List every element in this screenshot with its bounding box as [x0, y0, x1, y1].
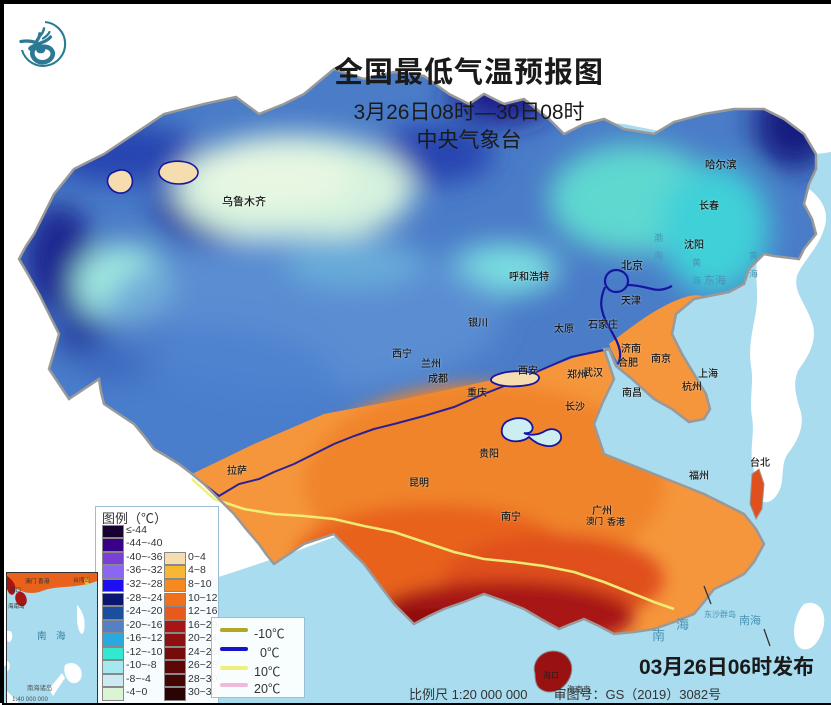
svg-text:东沙群岛: 东沙群岛: [704, 609, 736, 620]
svg-text:黄: 黄: [749, 249, 758, 262]
svg-text:1:40 000 000: 1:40 000 000: [12, 694, 49, 703]
svg-text:海: 海: [676, 614, 689, 633]
svg-text:南海诸岛: 南海诸岛: [27, 683, 52, 692]
svg-text:海: 海: [749, 267, 758, 280]
svg-text:海口: 海口: [543, 670, 559, 681]
svg-text:海口: 海口: [10, 586, 21, 594]
svg-text:南 海: 南 海: [37, 628, 66, 642]
svg-text:海: 海: [692, 274, 701, 287]
svg-text:南: 南: [652, 625, 665, 644]
svg-text:海南岛: 海南岛: [8, 602, 25, 610]
svg-text:渤: 渤: [654, 231, 663, 244]
svg-text:海: 海: [654, 249, 663, 262]
svg-text:东海: 东海: [704, 272, 726, 288]
svg-text:澳门 香港: 澳门 香港: [25, 576, 50, 585]
svg-text:南海: 南海: [739, 612, 761, 628]
svg-text:黄: 黄: [692, 256, 701, 269]
svg-text:台湾岛: 台湾岛: [73, 575, 91, 584]
